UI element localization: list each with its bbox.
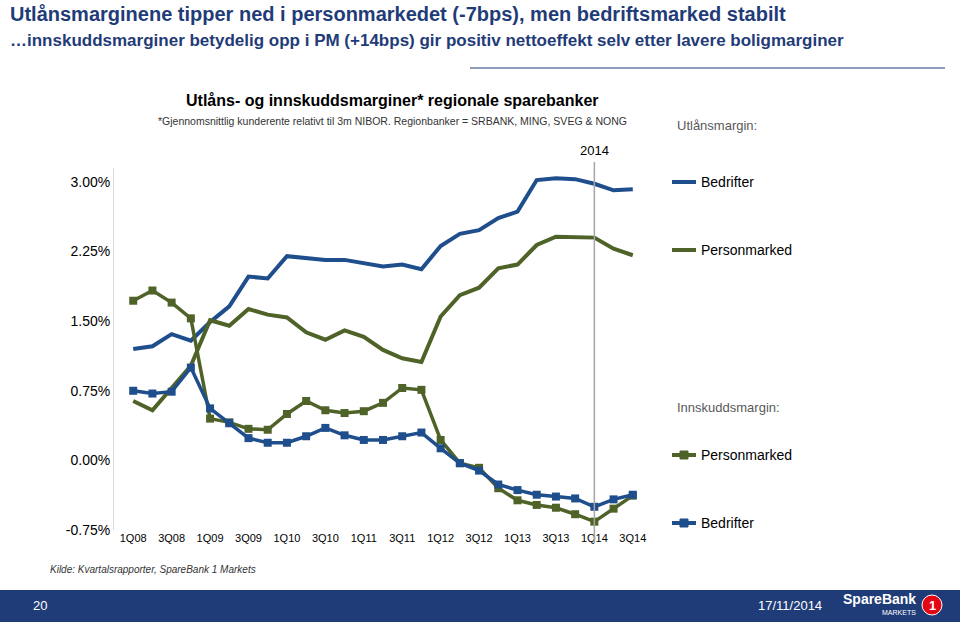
svg-text:1Q08: 1Q08 bbox=[120, 532, 147, 544]
svg-text:1Q10: 1Q10 bbox=[273, 532, 300, 544]
svg-text:1Q09: 1Q09 bbox=[197, 532, 224, 544]
svg-text:3Q12: 3Q12 bbox=[466, 532, 493, 544]
svg-text:1Q14: 1Q14 bbox=[581, 532, 608, 544]
svg-text:Kilde: Kvartalsrapporter, Spar: Kilde: Kvartalsrapporter, SpareBank 1 Ma… bbox=[50, 564, 256, 575]
svg-text:Personmarked: Personmarked bbox=[701, 447, 792, 463]
svg-text:Personmarked: Personmarked bbox=[701, 242, 792, 258]
svg-text:1Q11: 1Q11 bbox=[351, 532, 377, 544]
svg-text:3Q14: 3Q14 bbox=[619, 532, 646, 544]
svg-text:Bedrifter: Bedrifter bbox=[701, 174, 754, 190]
svg-text:3.00%: 3.00% bbox=[70, 174, 110, 190]
svg-text:0.00%: 0.00% bbox=[70, 452, 110, 468]
svg-text:Utlånsmarginene tipper ned i p: Utlånsmarginene tipper ned i personmarke… bbox=[10, 3, 786, 25]
svg-text:…innskuddsmarginer betydelig o: …innskuddsmarginer betydelig opp i PM (+… bbox=[10, 31, 844, 50]
svg-text:*Gjennomsnittlig kunderente re: *Gjennomsnittlig kunderente relativt til… bbox=[158, 115, 627, 127]
svg-text:3Q13: 3Q13 bbox=[542, 532, 569, 544]
svg-text:Innskuddsmargin:: Innskuddsmargin: bbox=[677, 400, 780, 415]
svg-text:2.25%: 2.25% bbox=[70, 243, 110, 259]
svg-text:SpareBank: SpareBank bbox=[843, 591, 916, 607]
svg-text:Utlåns- og innskuddsmarginer*: Utlåns- og innskuddsmarginer* regionale … bbox=[186, 92, 599, 109]
svg-text:1.50%: 1.50% bbox=[70, 313, 110, 329]
svg-text:17/11/2014: 17/11/2014 bbox=[758, 598, 822, 613]
svg-text:0.75%: 0.75% bbox=[70, 383, 110, 399]
svg-text:2014: 2014 bbox=[580, 143, 609, 158]
svg-text:3Q10: 3Q10 bbox=[312, 532, 339, 544]
svg-text:-0.75%: -0.75% bbox=[66, 522, 110, 538]
svg-text:Bedrifter: Bedrifter bbox=[701, 515, 754, 531]
svg-text:20: 20 bbox=[33, 598, 47, 613]
svg-text:1: 1 bbox=[929, 598, 936, 613]
svg-text:3Q08: 3Q08 bbox=[158, 532, 185, 544]
svg-text:3Q11: 3Q11 bbox=[389, 532, 415, 544]
svg-text:3Q09: 3Q09 bbox=[235, 532, 262, 544]
svg-text:1Q13: 1Q13 bbox=[504, 532, 531, 544]
svg-text:1Q12: 1Q12 bbox=[427, 532, 454, 544]
svg-text:Utlånsmargin:: Utlånsmargin: bbox=[677, 118, 757, 133]
svg-text:MARKETS: MARKETS bbox=[882, 609, 916, 616]
